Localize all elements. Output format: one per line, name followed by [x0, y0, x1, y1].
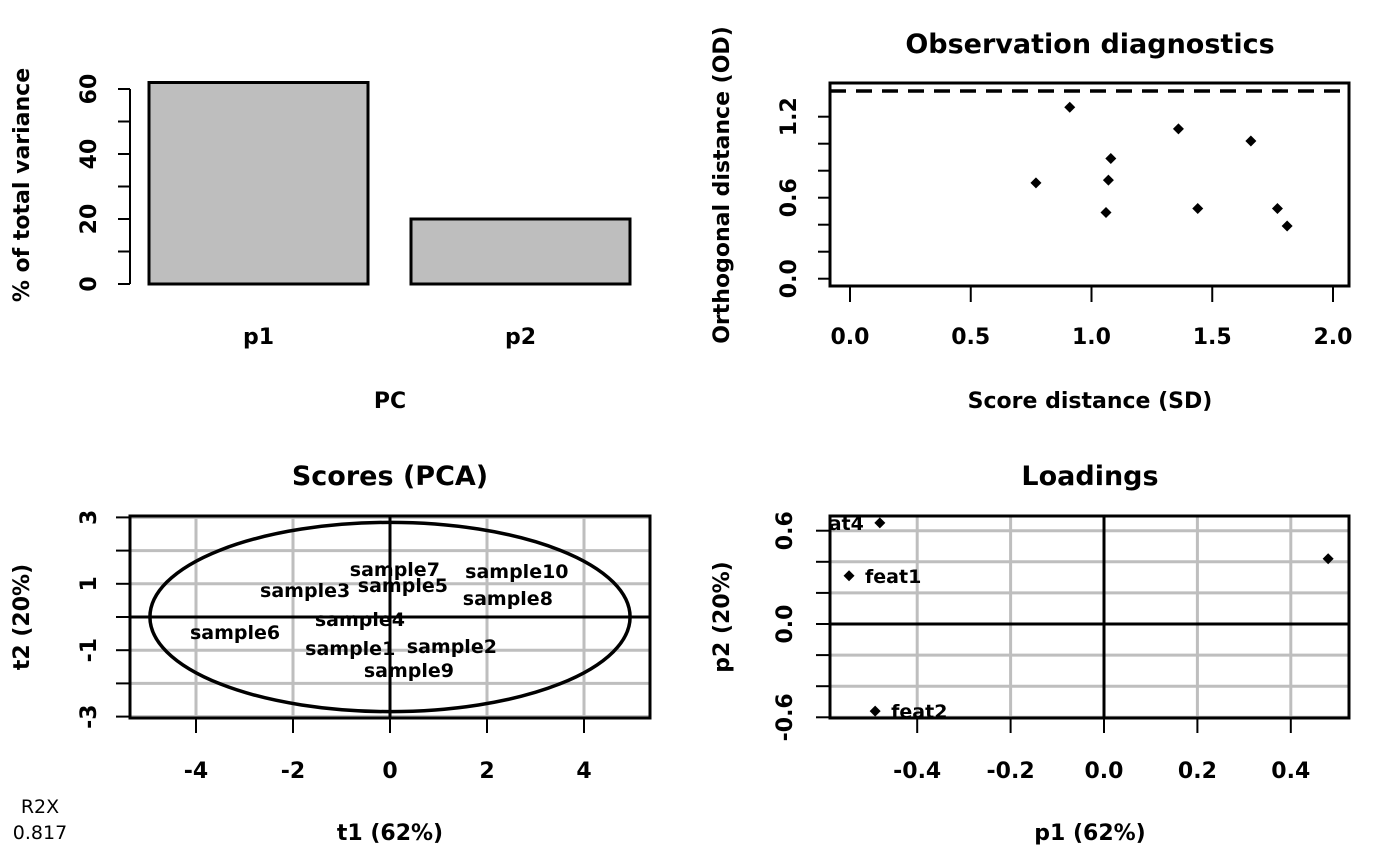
- x-tick-label: 0.2: [1178, 759, 1217, 784]
- bar-p1: [147, 81, 370, 286]
- sample-label: sample3: [260, 580, 350, 602]
- sample-label: sample8: [463, 588, 553, 610]
- y-tick-label: 0: [77, 276, 102, 291]
- observation-point: [1172, 123, 1184, 135]
- loading-point: [874, 517, 886, 529]
- x-tick-label: 0.0: [1085, 759, 1124, 784]
- x-tick-label: 0: [382, 759, 397, 784]
- y-tick-label: 1: [77, 576, 102, 591]
- y-tick-label: 40: [77, 139, 102, 170]
- y-tick-label: 0.6: [777, 178, 802, 217]
- loading-point: [1322, 553, 1334, 565]
- plot-frame: [828, 514, 1351, 720]
- x-tick-label: 0.5: [951, 325, 990, 350]
- observation-point: [1192, 203, 1204, 214]
- plot-title: Observation diagnostics: [905, 29, 1274, 60]
- x-tick-label: 0.0: [831, 325, 870, 350]
- variance-barplot: p1 p2 0 20 40 60 PC % of total variance: [10, 68, 632, 414]
- y-tick-label: 3: [77, 510, 102, 525]
- x-tick-label: -0.4: [893, 759, 941, 784]
- hotelling-ellipse: [148, 520, 632, 714]
- y-tick-label: -1: [77, 638, 102, 662]
- sample-label: sample10: [465, 561, 568, 583]
- x-tick-label: 1.5: [1193, 325, 1232, 350]
- loading-point: [869, 705, 881, 717]
- observation-point: [1100, 207, 1112, 219]
- sample-label: sample4: [315, 609, 405, 631]
- observation-point: [1030, 177, 1042, 189]
- feature-label: feat1: [865, 566, 921, 588]
- y-tick-label: -3: [77, 704, 102, 728]
- y-tick-label: 0.0: [773, 605, 798, 644]
- feature-label: feat2: [891, 701, 947, 723]
- sample-label: sample1: [305, 638, 395, 660]
- x-tick-label: 0.4: [1271, 759, 1310, 784]
- x-tick-label: p1: [243, 325, 274, 350]
- x-axis-label: Score distance (SD): [968, 389, 1213, 414]
- observation-point: [1245, 135, 1257, 147]
- observation-diagnostics-plot: Observation diagnostics 0.0 0.5 1.0 1.5 2.0 0.…: [710, 26, 1352, 414]
- y-tick-label: -0.6: [773, 693, 798, 741]
- x-tick-label: -0.2: [987, 759, 1035, 784]
- y-tick-label: 20: [77, 204, 102, 235]
- y-axis-label: t2 (20%): [10, 564, 35, 670]
- sample-label: sample2: [407, 636, 497, 658]
- x-tick-label: -4: [184, 759, 208, 784]
- scores-plot: Scores (PCA) sample1 sample2 sample3 sample4…: [10, 461, 652, 846]
- sample-label: sample6: [190, 622, 280, 644]
- observation-point: [1105, 153, 1117, 165]
- sample-label: sample9: [364, 660, 454, 682]
- plot-title: Loadings: [1021, 461, 1158, 492]
- x-tick-label: p2: [505, 325, 536, 350]
- y-axis-label: Orthogonal distance (OD): [710, 26, 735, 344]
- feature-label: feat4: [808, 513, 864, 535]
- observation-point: [1102, 174, 1114, 186]
- y-tick-label: 0.0: [777, 259, 802, 298]
- plot-frame: [828, 81, 1351, 288]
- plot-title: Scores (PCA): [292, 461, 488, 492]
- r2x-value: 0.817: [13, 822, 67, 844]
- x-axis-label: p1 (62%): [1034, 821, 1145, 846]
- y-axis-label: p2 (20%): [710, 561, 735, 672]
- observation-point: [1064, 101, 1076, 113]
- sample-label: sample7: [350, 559, 440, 581]
- x-tick-label: 2.0: [1314, 325, 1353, 350]
- x-tick-label: 1.0: [1072, 325, 1111, 350]
- y-tick-label: 60: [77, 74, 102, 105]
- observation-point: [1271, 203, 1283, 214]
- loadings-plot: Loadings feat4 feat1 feat2 -0.4 -0.2 0.0 0.2 0.4…: [710, 461, 1351, 846]
- x-axis-label: PC: [374, 389, 406, 414]
- loading-point: [843, 570, 855, 582]
- annotation-r2x: R2X 0.817: [13, 796, 67, 844]
- y-tick-label: 0.6: [773, 511, 798, 550]
- x-tick-label: -2: [281, 759, 305, 784]
- r2x-label: R2X: [21, 796, 59, 818]
- y-axis-label: % of total variance: [10, 68, 35, 302]
- observation-point: [1281, 220, 1293, 232]
- x-axis-label: t1 (62%): [337, 821, 443, 846]
- x-tick-label: 4: [576, 759, 591, 784]
- bar-p2: [409, 217, 632, 286]
- y-tick-label: 1.2: [777, 97, 802, 136]
- x-tick-label: 2: [479, 759, 494, 784]
- sample-label: sample5: [358, 575, 448, 597]
